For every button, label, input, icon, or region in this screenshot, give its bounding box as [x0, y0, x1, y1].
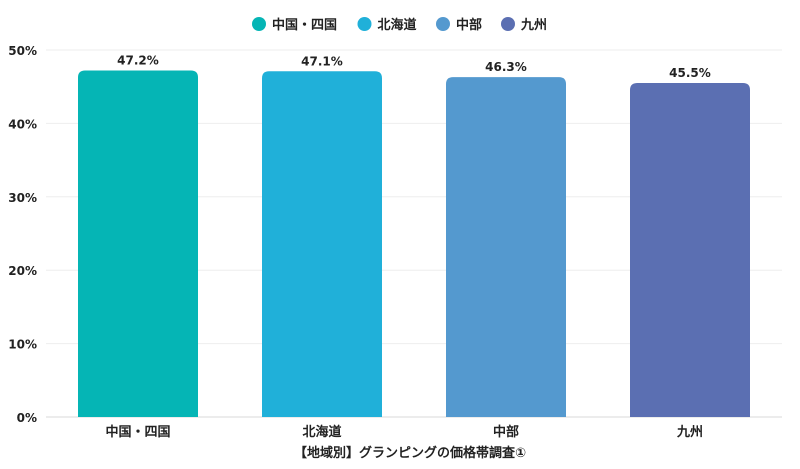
x-tick-label: 中国・四国 — [105, 424, 170, 440]
y-tick-label: 0% — [17, 411, 37, 425]
y-axis-ticks: 0% 10% 20% 30% 40% 50% — [8, 44, 37, 425]
x-axis-title: 【地域別】グランピングの価格帯調査① — [294, 445, 526, 461]
data-label: 46.3% — [485, 60, 527, 74]
x-tick-label: 中部 — [493, 424, 519, 440]
data-label: 47.2% — [117, 54, 159, 68]
bars: 47.2% 47.1% 46.3% 45.5% — [78, 54, 750, 418]
data-label: 45.5% — [669, 66, 711, 80]
bar-3 — [446, 77, 566, 418]
legend-item[interactable]: 中部 — [436, 17, 482, 33]
legend-label: 九州 — [520, 18, 547, 33]
y-tick-label: 50% — [8, 44, 37, 58]
legend-swatch — [436, 17, 450, 31]
y-tick-label: 10% — [8, 338, 37, 352]
legend-swatch — [252, 17, 266, 31]
legend-swatch — [501, 17, 515, 31]
legend-item[interactable]: 九州 — [501, 17, 547, 33]
bar-2 — [262, 71, 382, 417]
x-tick-label: 九州 — [676, 425, 703, 440]
y-tick-label: 30% — [8, 191, 37, 205]
y-tick-label: 20% — [8, 264, 37, 278]
legend-swatch — [357, 17, 372, 31]
legend: 中国・四国 北海道 中部 九州 — [252, 17, 547, 33]
x-tick-label: 北海道 — [302, 424, 341, 440]
y-tick-label: 40% — [8, 117, 37, 131]
bar-1 — [78, 70, 198, 417]
legend-item[interactable]: 中国・四国 — [252, 17, 337, 33]
legend-label: 中部 — [456, 17, 482, 33]
bar-4 — [630, 83, 750, 417]
x-axis-ticks: 中国・四国 北海道 中部 九州 — [105, 424, 703, 440]
legend-item[interactable]: 北海道 — [357, 17, 417, 33]
legend-label: 中国・四国 — [272, 17, 337, 33]
data-label: 47.1% — [301, 54, 343, 68]
legend-label: 北海道 — [378, 17, 417, 33]
